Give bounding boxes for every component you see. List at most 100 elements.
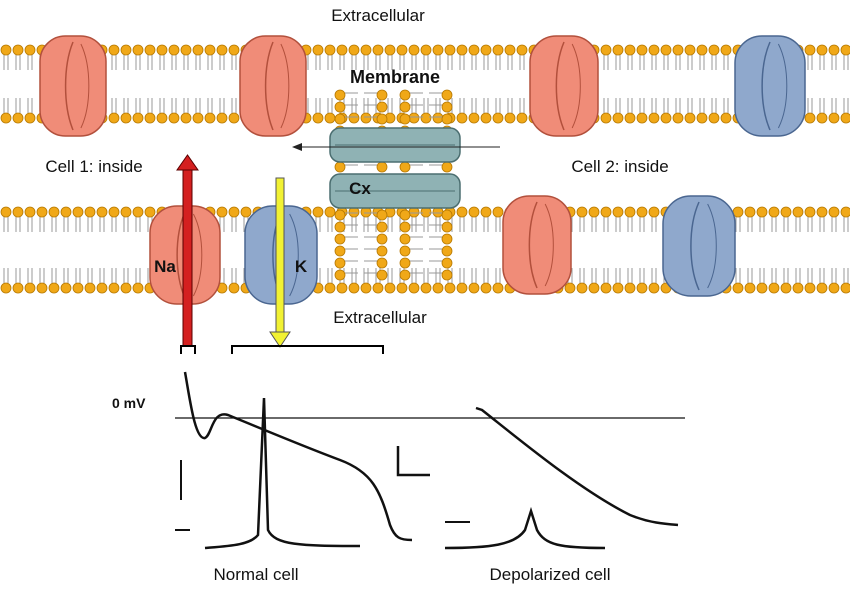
label-normal-cell: Normal cell [213, 565, 298, 584]
lipid-head [60, 282, 72, 294]
lipid-head [648, 206, 660, 218]
lipid-tail [747, 217, 753, 283]
lipid-tail [219, 55, 225, 113]
lipid-head [108, 44, 120, 56]
label-extracellular-bottom: Extracellular [333, 308, 427, 327]
lipid-head [456, 206, 468, 218]
channel-groove [280, 43, 290, 129]
channel-groove [528, 201, 538, 289]
lipid-head [120, 206, 132, 218]
channel [39, 35, 107, 137]
lipid-head [756, 206, 768, 218]
lipid-head [24, 112, 36, 124]
lipid-tail [579, 217, 585, 283]
lipid-head [399, 113, 411, 125]
lipid-tail [603, 217, 609, 283]
lipid-head [24, 44, 36, 56]
lipid-head [228, 206, 240, 218]
lipid-head [432, 112, 444, 124]
lipid-head [312, 44, 324, 56]
lipid-head [216, 112, 228, 124]
lipid-tail [675, 55, 681, 113]
lipid-tail [735, 217, 741, 283]
lipid-tail [315, 55, 321, 113]
lipid-tail [51, 217, 57, 283]
channel [239, 35, 307, 137]
lipid-head [840, 206, 850, 218]
lipid-head [334, 269, 346, 281]
lipid-head [72, 282, 84, 294]
lipid-head [792, 282, 804, 294]
lipid-head [334, 233, 346, 245]
lipid-head [441, 101, 453, 113]
lipid-tail [459, 55, 465, 113]
lipid-tail [339, 55, 345, 113]
lipid-head [516, 44, 528, 56]
lipid-head [120, 112, 132, 124]
lipid-head [660, 44, 672, 56]
lipid-head [441, 245, 453, 257]
lipid-tail [759, 217, 765, 283]
lipid-head [516, 112, 528, 124]
lipid-head [399, 209, 411, 221]
lipid-tail [387, 217, 393, 283]
lipid-head [399, 89, 411, 101]
lipid-tail [459, 217, 465, 283]
lipid-tail [123, 55, 129, 113]
lipid-head [372, 44, 384, 56]
lipid-tail [327, 55, 333, 113]
lipid-tail [39, 217, 45, 283]
lipid-head [132, 206, 144, 218]
lipid-head [216, 44, 228, 56]
lipid-head [720, 44, 732, 56]
channel-groove [176, 211, 186, 299]
lipid-head [399, 101, 411, 113]
lipid-head [441, 113, 453, 125]
lipid-head [696, 112, 708, 124]
channel-groove [192, 213, 203, 297]
lipid-head [432, 44, 444, 56]
lipid-head [468, 112, 480, 124]
na-arrow [182, 167, 193, 347]
lipid-head [456, 112, 468, 124]
bracket [231, 345, 384, 354]
lipid-head [828, 282, 840, 294]
lipid-head [612, 112, 624, 124]
lipid-tail [135, 217, 141, 283]
lipid-tail [231, 217, 237, 283]
label-depolarized-cell: Depolarized cell [490, 565, 611, 584]
lipid-head [334, 221, 346, 233]
lipid-head [36, 206, 48, 218]
lipid-tail [219, 217, 225, 283]
channel-groove [707, 203, 717, 289]
lipid-head [792, 206, 804, 218]
channels [39, 35, 806, 305]
lipid-head [492, 206, 504, 218]
lipid-head [72, 206, 84, 218]
lipid-head [334, 113, 346, 125]
channel [734, 35, 806, 137]
lipid-head [708, 44, 720, 56]
lipid-tail [507, 55, 513, 113]
lipid-head [324, 282, 336, 294]
lipid-head [744, 206, 756, 218]
lipid-head [180, 44, 192, 56]
lipid-head [600, 112, 612, 124]
channel [502, 195, 572, 295]
lipid-tail [207, 55, 213, 113]
lipid-head [600, 206, 612, 218]
lipid-tail [471, 217, 477, 283]
lipid-head [441, 89, 453, 101]
lipid-head [840, 112, 850, 124]
connexon [329, 127, 461, 209]
lipid-head [480, 282, 492, 294]
lipid-tail [627, 217, 633, 283]
lipid-tail [135, 55, 141, 113]
lipid-head [334, 245, 346, 257]
lipid-head [441, 209, 453, 221]
lipid-tail [807, 217, 813, 283]
lipid-head [756, 282, 768, 294]
lipid-head [144, 112, 156, 124]
lipid-tail [447, 55, 453, 113]
channel-groove [571, 43, 581, 129]
